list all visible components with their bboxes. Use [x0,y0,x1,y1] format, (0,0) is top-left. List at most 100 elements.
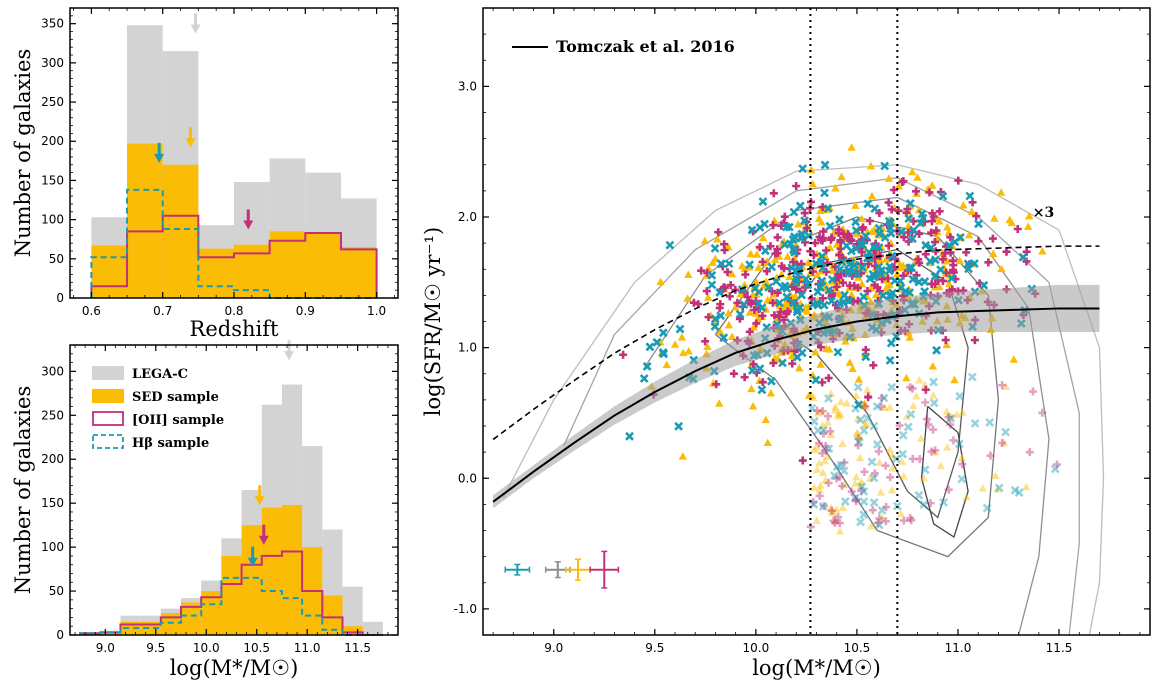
hb-galaxy-point [754,287,764,297]
hb-galaxy-point [859,510,869,520]
sed-galaxy-point [727,332,737,340]
hb-galaxy-point [792,307,802,317]
hb-galaxy-point [851,226,861,235]
y-tick-label: 0.0 [458,471,477,485]
sed-galaxy-point [865,474,875,482]
hb-galaxy-point [674,421,684,431]
oii-galaxy-point [818,449,827,458]
oii-galaxy-point [907,516,916,525]
oii-galaxy-point [1028,387,1037,396]
mass-histogram-panel: 9.0 9.5 10.0 10.5 11.0 11.5 0 50 100 150 200 250 300… [11,340,399,680]
oii-galaxy-point [881,517,890,526]
hb-galaxy-point [724,259,734,269]
sed-galaxy-point [882,283,891,291]
oii-galaxy-point [970,336,979,345]
oii-galaxy-point [882,503,891,512]
legend-swatch-oii [92,411,124,426]
hb-galaxy-point [715,288,725,297]
oii-galaxy-point [758,257,767,266]
oii-galaxy-point [832,474,841,483]
oii-galaxy-point [908,454,917,463]
sed-galaxy-point [909,401,918,410]
oii-galaxy-point [850,281,859,290]
sed-galaxy-point [802,307,812,315]
hb-galaxy-point [625,431,634,441]
y-tick-label: 1.0 [458,341,477,355]
sed-galaxy-point [838,503,848,511]
hb-galaxy-point [854,437,864,447]
sed-galaxy-point [1025,211,1034,220]
y-tick-label: 300 [41,364,64,378]
oii-galaxy-point [769,221,778,230]
median-arrow-head [190,24,201,34]
hb-galaxy-point [745,260,755,270]
sed-galaxy-point [887,485,897,494]
sed-galaxy-point [670,340,680,348]
hb-galaxy-point [827,275,837,284]
oii-galaxy-point [773,288,782,297]
hb-galaxy-point [868,269,878,279]
sed-galaxy-point [996,188,1006,196]
sed-galaxy-point [822,344,831,353]
oii-galaxy-point [926,499,935,508]
hb-galaxy-point [944,240,954,250]
hist-bar [342,586,363,635]
oii-galaxy-point [822,246,831,255]
hb-galaxy-point [782,283,792,293]
hb-galaxy-point [1001,427,1011,437]
oii-galaxy-point [974,237,983,246]
hb-galaxy-point [905,198,915,208]
sed-galaxy-point [860,420,869,429]
oii-galaxy-point [949,436,958,445]
hb-galaxy-point [974,219,983,229]
hb-galaxy-point [801,274,811,284]
hb-galaxy-point [877,506,887,515]
mass-histogram-bars [80,384,383,635]
hb-galaxy-point [747,225,757,235]
oii-galaxy-point [824,479,833,488]
sed-galaxy-point [804,258,814,267]
oii-galaxy-point [998,381,1007,390]
sed-galaxy-point [943,222,952,231]
sed-galaxy-point [867,227,877,235]
oii-galaxy-point [766,242,775,251]
oii-galaxy-point [697,266,706,275]
sed-galaxy-point [809,483,819,492]
hb-galaxy-point [856,517,865,527]
oii-galaxy-point [988,234,997,243]
oii-galaxy-point [860,467,869,476]
sed-galaxy-point [845,358,854,366]
oii-galaxy-point [774,312,783,321]
oii-galaxy-point [870,281,879,290]
sed-galaxy-point [929,391,938,399]
hb-galaxy-point [914,490,924,500]
hist-bar [322,595,343,635]
typical-error-bars [504,550,620,589]
hb-galaxy-point [916,218,926,228]
hb-galaxy-point [908,274,918,284]
hist-step-line [79,550,383,636]
x-tick-label: 9.5 [645,641,664,655]
sed-galaxy-point [825,243,835,252]
legend-swatch-legac [92,366,124,380]
oii-galaxy-point [758,311,767,320]
oii-galaxy-point [800,209,809,218]
oii-galaxy-point [835,519,844,528]
oii-galaxy-point [906,514,915,523]
main-sequence-scatter-band [493,284,1100,509]
hb-galaxy-point [824,285,834,295]
density-contour [920,405,969,539]
sed-galaxy-point [999,438,1009,447]
oii-galaxy-point [829,516,838,525]
hist-bar [198,248,234,298]
sed-galaxy-point [823,418,832,426]
x-tick-label: 11.0 [294,641,321,655]
oii-galaxy-point [720,283,729,292]
density-contour [563,177,1080,635]
y-tick-label: 3.0 [458,79,477,93]
oii-galaxy-point [874,447,883,456]
sed-galaxy-point [836,410,845,419]
oii-galaxy-point [871,254,880,263]
hb-galaxy-point [850,493,860,503]
oii-galaxy-point [801,238,810,247]
